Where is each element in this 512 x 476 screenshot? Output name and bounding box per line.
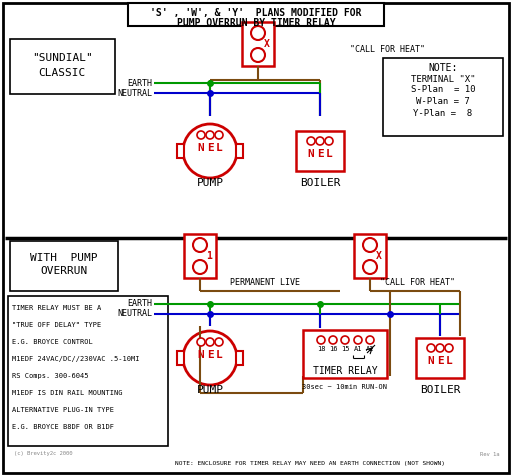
Circle shape (363, 260, 377, 274)
Text: NEUTRAL: NEUTRAL (117, 89, 152, 98)
Circle shape (363, 238, 377, 252)
Text: L: L (216, 143, 222, 153)
Circle shape (316, 137, 324, 145)
Text: 30sec ~ 10min RUN-ON: 30sec ~ 10min RUN-ON (303, 384, 388, 390)
Text: L: L (326, 149, 332, 159)
Circle shape (206, 131, 214, 139)
Circle shape (325, 137, 333, 145)
Text: X: X (376, 251, 382, 261)
Text: ALTERNATIVE PLUG-IN TYPE: ALTERNATIVE PLUG-IN TYPE (12, 407, 114, 413)
Circle shape (183, 331, 237, 385)
Circle shape (307, 137, 315, 145)
Circle shape (445, 344, 453, 352)
Text: "CALL FOR HEAT": "CALL FOR HEAT" (380, 278, 456, 287)
Circle shape (436, 344, 444, 352)
Circle shape (193, 260, 207, 274)
Circle shape (427, 344, 435, 352)
Text: PUMP: PUMP (197, 178, 224, 188)
Text: PUMP: PUMP (197, 385, 224, 395)
Text: E: E (207, 143, 214, 153)
Text: N: N (198, 143, 204, 153)
Text: TIMER RELAY: TIMER RELAY (313, 366, 377, 376)
FancyBboxPatch shape (177, 351, 184, 365)
FancyBboxPatch shape (10, 39, 115, 94)
Text: TERMINAL "X": TERMINAL "X" (411, 75, 475, 83)
Text: BOILER: BOILER (420, 385, 460, 395)
Text: NOTE:: NOTE: (429, 63, 458, 73)
Text: WITH  PUMP: WITH PUMP (30, 253, 98, 263)
FancyBboxPatch shape (296, 131, 344, 171)
Text: PUMP OVERRUN BY TIMER RELAY: PUMP OVERRUN BY TIMER RELAY (177, 18, 335, 28)
Text: L: L (216, 350, 222, 360)
FancyBboxPatch shape (184, 234, 216, 278)
Text: EARTH: EARTH (127, 79, 152, 88)
Text: 18: 18 (317, 346, 325, 352)
Circle shape (317, 336, 325, 344)
FancyBboxPatch shape (236, 144, 243, 158)
Text: 1: 1 (206, 251, 212, 261)
Circle shape (215, 131, 223, 139)
Circle shape (366, 336, 374, 344)
Text: OVERRUN: OVERRUN (40, 266, 88, 276)
Text: TIMER RELAY MUST BE A: TIMER RELAY MUST BE A (12, 305, 101, 311)
Circle shape (354, 336, 362, 344)
Circle shape (251, 48, 265, 62)
Text: BOILER: BOILER (300, 178, 340, 188)
Text: M1EDF 24VAC/DC//230VAC .5-10MI: M1EDF 24VAC/DC//230VAC .5-10MI (12, 356, 139, 362)
Text: W-Plan = 7: W-Plan = 7 (416, 97, 470, 106)
FancyBboxPatch shape (236, 351, 243, 365)
Circle shape (197, 131, 205, 139)
Text: "SUNDIAL": "SUNDIAL" (32, 53, 92, 63)
Text: E.G. BROYCE CONTROL: E.G. BROYCE CONTROL (12, 339, 93, 345)
Text: N: N (198, 350, 204, 360)
Text: N: N (308, 149, 314, 159)
Text: A2: A2 (366, 346, 374, 352)
Text: (c) Brevity2c 2000: (c) Brevity2c 2000 (14, 452, 73, 456)
FancyBboxPatch shape (3, 3, 509, 473)
Text: E.G. BROYCE B8DF OR B1DF: E.G. BROYCE B8DF OR B1DF (12, 424, 114, 430)
Circle shape (251, 26, 265, 40)
Text: CLASSIC: CLASSIC (38, 68, 86, 78)
FancyBboxPatch shape (10, 241, 118, 291)
Text: S-Plan  = 10: S-Plan = 10 (411, 86, 475, 95)
Text: 'S' , 'W', & 'Y'  PLANS MODIFIED FOR: 'S' , 'W', & 'Y' PLANS MODIFIED FOR (150, 8, 362, 18)
FancyBboxPatch shape (242, 22, 274, 66)
Text: X: X (264, 39, 270, 49)
Circle shape (341, 336, 349, 344)
Circle shape (329, 336, 337, 344)
FancyBboxPatch shape (8, 296, 168, 446)
Text: M1EDF IS DIN RAIL MOUNTING: M1EDF IS DIN RAIL MOUNTING (12, 390, 122, 396)
Text: Y-Plan =  8: Y-Plan = 8 (413, 109, 473, 118)
Text: NEUTRAL: NEUTRAL (117, 309, 152, 318)
Text: 16: 16 (329, 346, 337, 352)
Text: E: E (207, 350, 214, 360)
Circle shape (183, 124, 237, 178)
Text: "CALL FOR HEAT": "CALL FOR HEAT" (350, 46, 425, 54)
Text: "TRUE OFF DELAY" TYPE: "TRUE OFF DELAY" TYPE (12, 322, 101, 328)
FancyBboxPatch shape (383, 58, 503, 136)
Text: E: E (437, 356, 443, 366)
FancyBboxPatch shape (354, 234, 386, 278)
Circle shape (193, 238, 207, 252)
FancyBboxPatch shape (177, 144, 184, 158)
FancyBboxPatch shape (416, 338, 464, 378)
FancyBboxPatch shape (128, 3, 384, 26)
Text: PERMANENT LIVE: PERMANENT LIVE (230, 278, 300, 287)
FancyBboxPatch shape (303, 330, 387, 378)
Circle shape (215, 338, 223, 346)
Text: RS Comps. 300-6045: RS Comps. 300-6045 (12, 373, 89, 379)
Text: E: E (316, 149, 324, 159)
Text: Rev 1a: Rev 1a (480, 452, 500, 456)
Text: L: L (445, 356, 453, 366)
Text: A1: A1 (354, 346, 362, 352)
Text: 15: 15 (341, 346, 349, 352)
Text: N: N (428, 356, 434, 366)
Text: EARTH: EARTH (127, 299, 152, 308)
Text: NOTE: ENCLOSURE FOR TIMER RELAY MAY NEED AN EARTH CONNECTION (NOT SHOWN): NOTE: ENCLOSURE FOR TIMER RELAY MAY NEED… (175, 460, 445, 466)
Circle shape (197, 338, 205, 346)
Circle shape (206, 338, 214, 346)
